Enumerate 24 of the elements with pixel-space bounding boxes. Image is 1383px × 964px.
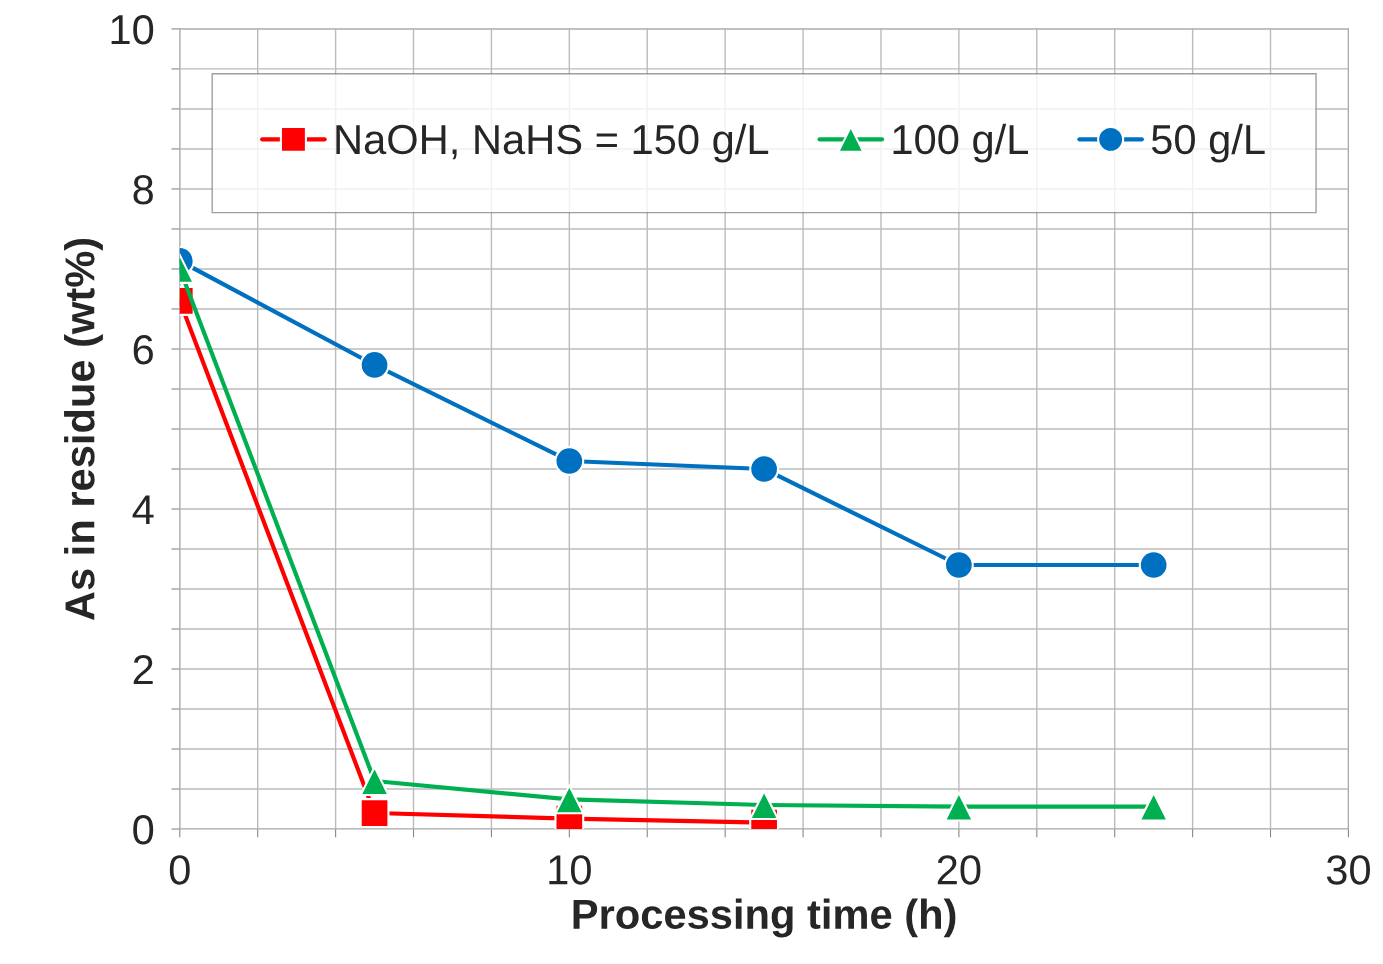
point <box>359 350 390 380</box>
point <box>943 791 974 822</box>
point <box>749 790 780 820</box>
legend-label: 50 g/L <box>1151 123 1265 163</box>
y-tick-label: 4 <box>132 495 154 525</box>
point <box>943 550 974 580</box>
y-tick-label: 8 <box>133 174 153 205</box>
y-tick-label: 2 <box>133 655 153 685</box>
x-tick-label: 30 <box>1326 855 1370 885</box>
legend-label: 100 g/L <box>893 123 1029 163</box>
x-tick-label: 0 <box>169 855 190 885</box>
x-tick-label: 20 <box>937 855 981 885</box>
x-tick-label: 10 <box>549 855 591 885</box>
point <box>554 446 585 476</box>
legend-label: NaOH, NaHS = 150 g/L <box>336 123 769 163</box>
point <box>1138 550 1169 580</box>
point <box>359 766 390 796</box>
point <box>554 784 585 815</box>
y-tick-label: 10 <box>111 14 154 45</box>
point <box>749 454 780 484</box>
y-tick-label: 6 <box>133 334 153 365</box>
x-axis-title: Processing time (h) <box>573 898 956 938</box>
y-axis-title: As in residue (wt%) <box>64 238 103 621</box>
y-tick-label: 0 <box>133 815 154 845</box>
